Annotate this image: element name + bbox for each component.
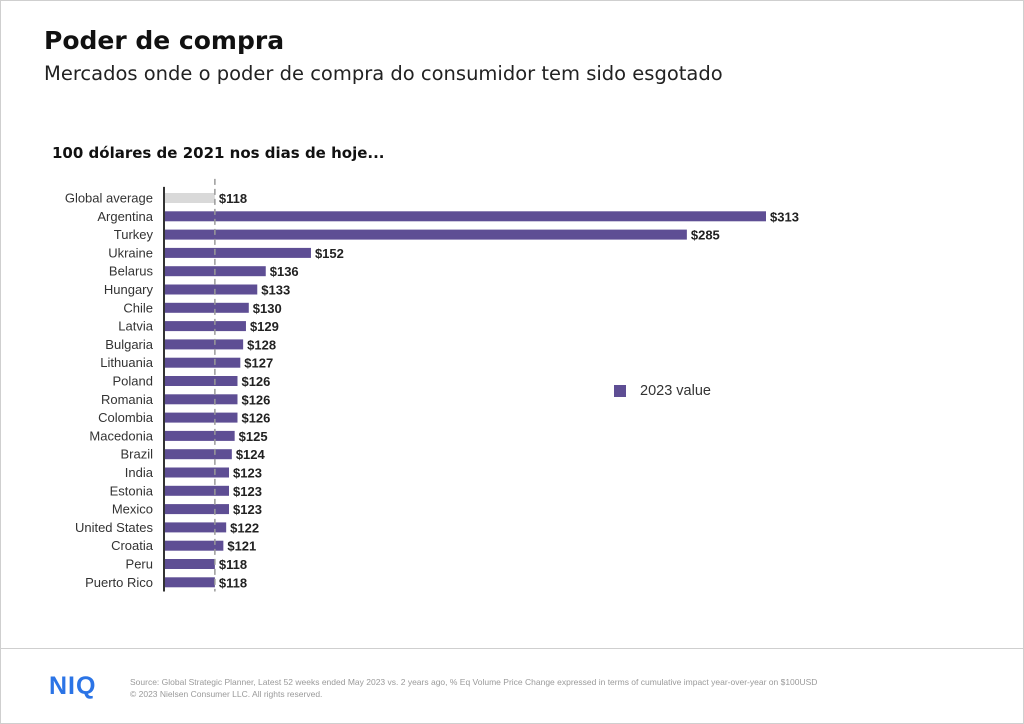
- bar: [164, 211, 766, 222]
- copyright-line: © 2023 Nielsen Consumer LLC. All rights …: [130, 689, 323, 699]
- value-label: $133: [261, 283, 290, 298]
- bar: [164, 504, 230, 515]
- category-label: Belarus: [109, 264, 154, 279]
- value-label: $125: [239, 429, 268, 444]
- category-label: United States: [75, 520, 154, 535]
- bar: [164, 284, 258, 295]
- page-title: Poder de compra: [44, 26, 285, 55]
- category-label: Brazil: [120, 447, 153, 462]
- category-label: Puerto Rico: [85, 575, 153, 590]
- bar: [164, 376, 238, 386]
- value-label: $313: [770, 209, 799, 224]
- category-label: Turkey: [114, 227, 154, 242]
- bar: [164, 357, 241, 368]
- bar: [164, 394, 238, 405]
- value-label: $129: [250, 319, 279, 334]
- category-label: Latvia: [118, 319, 153, 334]
- value-label: $128: [247, 337, 276, 352]
- bar: [164, 412, 238, 423]
- category-label: Poland: [113, 374, 153, 389]
- value-label: $126: [241, 411, 270, 426]
- bar: [164, 247, 311, 258]
- bar: [164, 467, 230, 478]
- value-label: $118: [219, 557, 247, 572]
- category-label: Mexico: [112, 502, 153, 517]
- value-label: $123: [233, 502, 262, 517]
- bar: [164, 339, 244, 350]
- category-label: Estonia: [110, 483, 154, 498]
- value-label: $136: [270, 264, 299, 279]
- category-label: Chile: [123, 300, 153, 315]
- category-label: Romania: [101, 392, 154, 407]
- source-note: Source: Global Strategic Planner, Latest…: [130, 676, 817, 700]
- value-label: $285: [691, 228, 720, 243]
- bar: [164, 559, 215, 569]
- legend-label: 2023 value: [640, 383, 711, 399]
- bar: [164, 522, 227, 533]
- chart-legend: 2023 value: [614, 383, 711, 399]
- category-label: Peru: [126, 557, 153, 572]
- bar: [164, 321, 246, 332]
- bar: [164, 540, 224, 551]
- category-label: Hungary: [104, 282, 154, 297]
- bar: [164, 449, 232, 460]
- value-label: $126: [241, 392, 270, 407]
- bar: [164, 302, 249, 313]
- bar: [164, 229, 687, 240]
- page-subtitle: Mercados onde o poder de compra do consu…: [44, 62, 723, 85]
- value-label: $121: [227, 539, 256, 554]
- category-label: Bulgaria: [105, 337, 153, 352]
- value-label: $118: [219, 575, 247, 590]
- niq-logo: NIQ: [49, 672, 97, 700]
- bar: [164, 430, 235, 441]
- value-label: $123: [233, 484, 262, 499]
- category-label: Croatia: [111, 538, 154, 553]
- value-label: $122: [230, 520, 259, 535]
- category-label: Global average: [65, 191, 153, 206]
- category-label: Macedonia: [89, 428, 153, 443]
- bar: [164, 193, 215, 203]
- value-label: $127: [244, 356, 273, 371]
- value-label: $118: [219, 191, 247, 206]
- bar: [164, 577, 215, 588]
- category-label: Argentina: [97, 209, 153, 224]
- footer-divider: [0, 648, 1024, 649]
- value-label: $152: [315, 246, 344, 261]
- category-label: Ukraine: [108, 245, 153, 260]
- category-label: Lithuania: [100, 355, 154, 370]
- category-label: Colombia: [98, 410, 154, 425]
- source-line: Source: Global Strategic Planner, Latest…: [130, 677, 818, 687]
- chart-heading: 100 dólares de 2021 nos dias de hoje...: [52, 144, 385, 162]
- value-label: $123: [233, 466, 262, 481]
- value-label: $124: [236, 447, 266, 462]
- value-label: $126: [241, 374, 270, 389]
- category-label: India: [125, 465, 154, 480]
- bar: [164, 485, 230, 496]
- bar-chart: Global average $118 Argentina $313 Turkey $28…: [65, 178, 799, 592]
- value-label: $130: [253, 301, 282, 316]
- legend-swatch: [614, 385, 626, 397]
